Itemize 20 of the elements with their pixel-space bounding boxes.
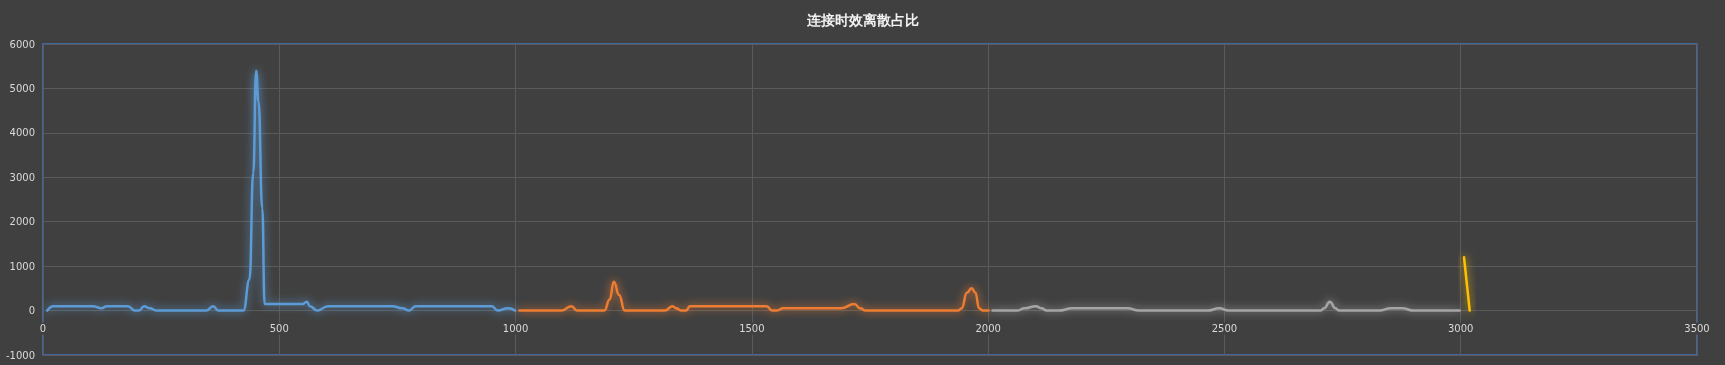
y-tick-label: -1000 [5, 349, 35, 361]
y-tick-label: 6000 [9, 38, 35, 50]
y-tick-label: 4000 [9, 127, 35, 139]
line-series [518, 280, 990, 312]
x-tick-label: 1500 [739, 323, 765, 335]
y-tick-label: 0 [28, 305, 35, 317]
x-tick-label: 2000 [975, 323, 1001, 335]
x-tick-label: 3500 [1684, 323, 1710, 335]
x-tick-label: 1000 [502, 323, 529, 335]
x-tick-label: 2500 [1211, 323, 1238, 335]
y-tick-label: 3000 [9, 171, 35, 183]
x-tick-label: 500 [269, 323, 289, 335]
y-tick-label: 5000 [9, 82, 35, 94]
line-series [46, 69, 517, 312]
y-tick-label: 2000 [9, 216, 35, 228]
x-tick-label: 0 [39, 323, 47, 335]
chart-title: 连接时效离散占比 [805, 12, 919, 28]
y-tick-label: 1000 [9, 260, 35, 272]
line-series [991, 300, 1462, 312]
x-tick-label: 3000 [1447, 323, 1474, 335]
